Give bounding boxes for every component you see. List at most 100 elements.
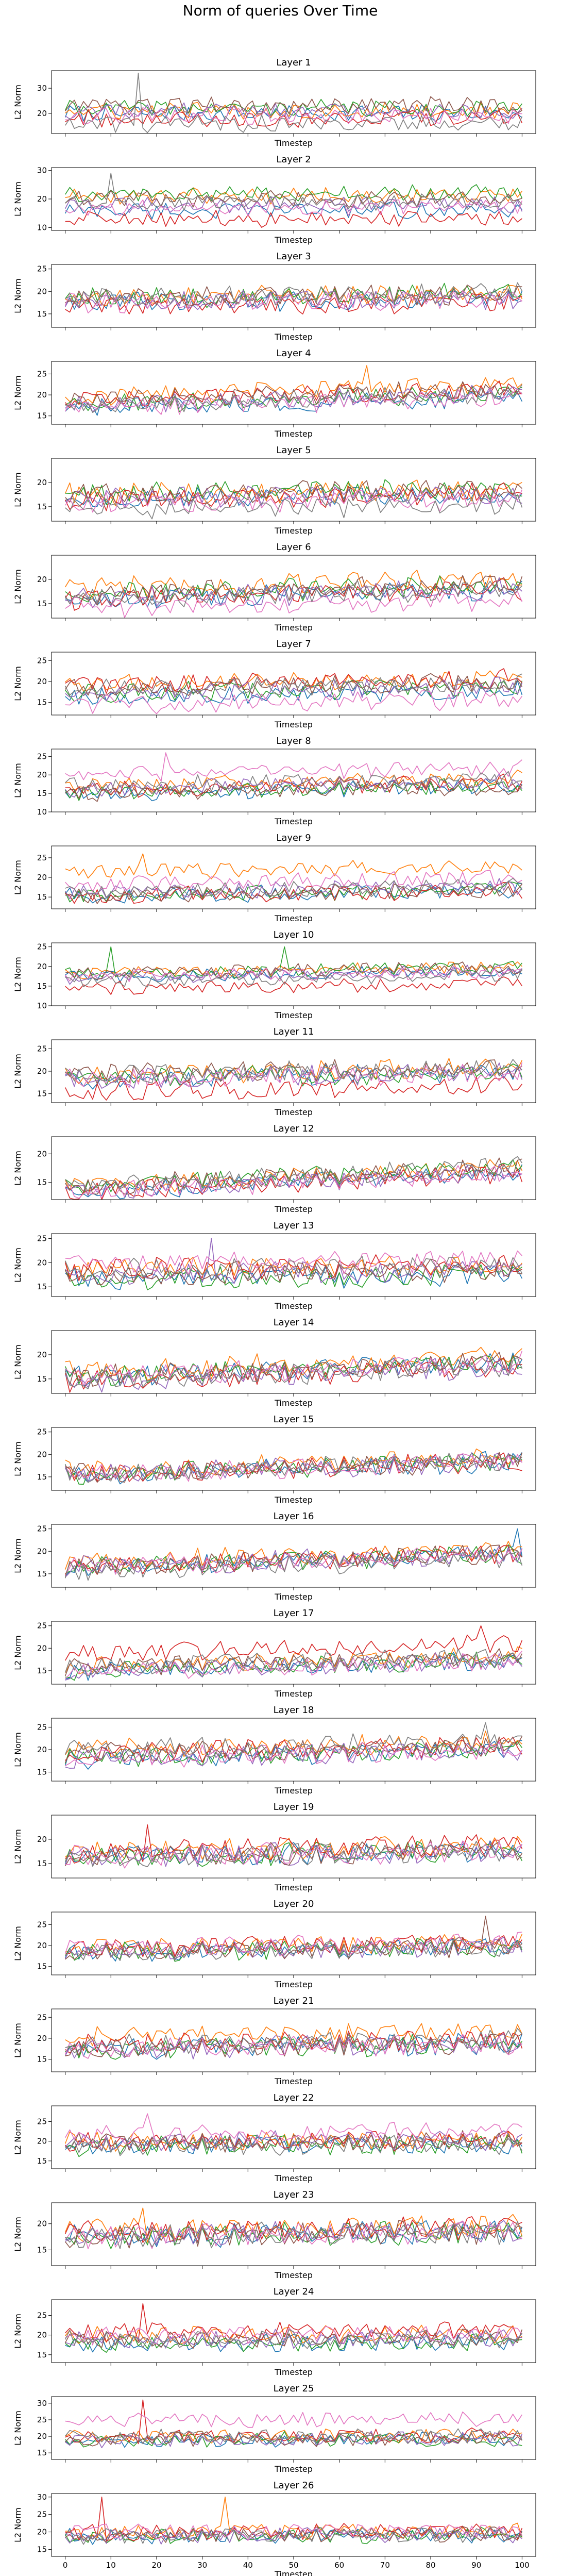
x-axis-label: Timestep [274,1592,313,1602]
y-tick-label: 20 [37,1941,47,1950]
series-line-8 [64,1256,523,1282]
series-line-5 [65,2130,522,2151]
y-tick-label: 30 [37,166,47,175]
y-axis-label: L2 Norm [13,569,23,604]
panel-layer-3: Layer 3 15 20 25 Timestep L2 Norm [13,251,536,342]
y-tick-label: 20 [37,770,47,779]
series-line-6 [64,1648,523,1676]
panel-layer-12: Layer 12 15 20 Timestep L2 Norm [13,1123,536,1214]
x-axis-label: Timestep [274,332,313,342]
x-axis-label: Timestep [274,1010,313,1020]
panel-layer-8: Layer 8 10 15 20 25 Timestep L2 Norm [13,736,536,826]
y-tick-label: 15 [37,502,47,511]
series-line-5 [64,1357,522,1393]
panel-layer-26: Layer 26 15 20 25 30 0 10 20 30 40 50 60 70 80 90 100 Ti… [13,2480,536,2576]
panel-title: Layer 19 [274,1802,314,1813]
series-line-5 [64,1936,523,1959]
y-tick-label: 10 [37,807,47,817]
y-tick-label: 20 [37,287,47,296]
series-line-6 [65,2526,523,2543]
y-tick-label: 15 [37,1374,47,1384]
series-group [64,365,523,416]
y-tick-label: 15 [37,2350,47,2359]
panel-title: Layer 20 [274,1899,314,1909]
series-line-4 [64,577,522,611]
y-axis-label: L2 Norm [13,1732,23,1767]
y-axis-label: L2 Norm [13,1538,23,1573]
series-line-6 [65,480,522,505]
series-line-4 [64,1357,522,1393]
series-line-1 [64,1840,522,1866]
series-line-6 [64,96,522,115]
y-axis-label: L2 Norm [13,763,23,798]
series-line-8 [65,878,522,899]
series-line-7 [65,590,523,618]
y-axis-label: L2 Norm [13,957,23,992]
series-line-6 [65,284,522,308]
y-tick-label: 25 [37,369,47,378]
y-tick-label: 25 [37,1920,47,1929]
series-line-2 [65,1347,522,1381]
series-group [64,282,523,314]
series-line-2 [65,2023,523,2047]
series-line-7 [65,1840,522,1869]
series-line-7 [65,690,523,714]
series-line-6 [65,778,523,802]
series-line-5 [64,196,523,213]
series-line-8 [64,673,522,696]
series-line-6 [64,2220,522,2249]
x-axis-label: Timestep [274,720,313,729]
x-tick-label: 20 [151,2561,161,2570]
y-axis-label: L2 Norm [13,85,23,120]
panel-title: Layer 14 [274,1317,314,1328]
panel-layer-15: Layer 15 15 20 25 Timestep L2 Norm [13,1414,536,1505]
series-line-7 [64,1932,522,1957]
panel-title: Layer 15 [274,1414,314,1425]
series-group [64,1625,523,1681]
y-tick-label: 20 [37,1547,47,1556]
series-line-8 [65,384,523,413]
series-group [64,73,523,134]
y-tick-label: 10 [37,223,47,232]
series-line-6 [64,1157,522,1195]
series-line-6 [65,190,522,208]
x-tick-label: 60 [334,2561,344,2570]
series-line-6 [64,1839,523,1866]
panel-title: Layer 26 [274,2480,314,2491]
series-line-8 [64,1840,522,1868]
series-line-5 [65,486,522,509]
y-axis-label: L2 Norm [13,472,23,507]
series-line-8 [64,1453,523,1483]
x-axis-label: Timestep [274,623,313,633]
x-axis-label: Timestep [274,1980,313,1989]
series-line-2 [65,670,522,692]
panel-title: Layer 21 [274,1996,314,2006]
y-tick-label: 20 [37,1643,47,1653]
x-tick-label: 40 [243,2561,253,2570]
series-line-7 [64,2113,522,2145]
panel-title: Layer 18 [274,1705,314,1716]
x-tick-label: 70 [380,2561,390,2570]
panel-layer-10: Layer 10 10 15 20 25 Timestep L2 Norm [13,929,536,1020]
series-line-6 [64,1258,522,1285]
y-tick-label: 25 [37,942,47,952]
panel-title: Layer 1 [276,57,311,68]
series-line-8 [65,2027,523,2055]
y-tick-label: 25 [37,1044,47,1053]
series-group [64,1448,523,1485]
series-line-4 [64,482,522,511]
x-axis-label: Timestep [274,1495,313,1505]
panel-title: Layer 16 [274,1511,314,1522]
series-line-8 [65,282,523,308]
x-axis-label: Timestep [274,1689,313,1699]
series-line-7 [64,1547,523,1576]
series-line-6 [65,2033,522,2058]
series-line-6 [64,575,523,606]
series-line-8 [65,1938,522,1961]
y-tick-label: 20 [37,390,47,400]
x-axis-label: Timestep [274,1883,313,1892]
x-axis-label: Timestep [274,2464,313,2474]
series-line-7 [64,489,523,513]
y-tick-label: 20 [37,1258,47,1267]
y-tick-label: 20 [37,1835,47,1844]
